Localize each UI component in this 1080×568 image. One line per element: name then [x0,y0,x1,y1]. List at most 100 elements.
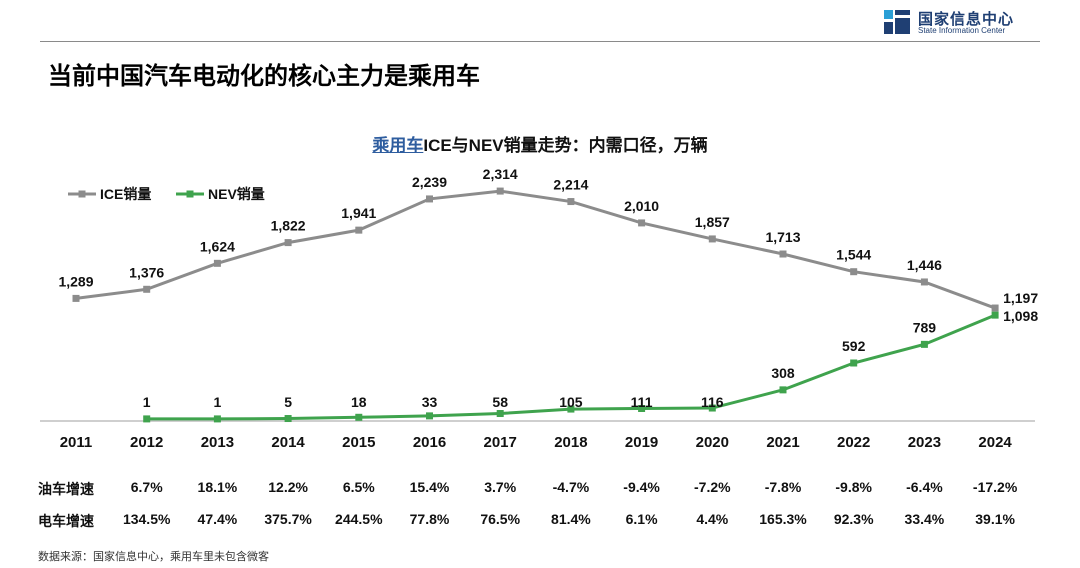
ice-data-label: 2,239 [412,174,447,190]
growth-cell: 47.4% [197,511,238,527]
ice-data-point [779,250,787,258]
ice-data-label: 1,197 [1003,290,1038,306]
page-title: 当前中国汽车电动化的核心主力是乘用车 [48,63,480,90]
x-tick-label: 2016 [413,434,446,451]
x-tick-label: 2018 [554,434,587,451]
nev-data-point [567,405,575,413]
growth-cell: -7.2% [694,479,731,495]
x-tick-label: 2011 [60,434,93,451]
ice-data-point [708,235,716,243]
growth-cell: -7.8% [764,479,802,495]
ice-data-point [920,278,928,286]
ice-data-label: 1,941 [341,205,376,221]
ice-data-label: 2,214 [553,177,588,193]
growth-cell: 134.5% [122,511,171,527]
growth-cell: 92.3% [833,511,874,527]
x-tick-label: 2017 [484,434,517,451]
chart-title: 乘用车ICE与NEV销量走势：内需口径，万辆 [0,131,1080,156]
growth-cell: 76.5% [480,511,521,527]
logo-mark-icon [884,10,910,34]
nev-data-point [920,340,928,348]
nev-data-label: 111 [631,394,653,410]
ice-data-point [850,268,858,276]
nev-data-label: 5 [284,394,292,410]
growth-cell: 6.7% [130,479,163,495]
nev-data-label: 33 [422,394,438,410]
nev-data-label: 105 [559,394,583,410]
ice-series-line [75,189,996,310]
legend-ice-label: ICE销量 [100,186,151,202]
nev-data-point [991,311,999,319]
x-tick-label: 2019 [625,434,658,451]
growth-cell: 165.3% [759,511,807,527]
legend-nev-marker [186,190,194,198]
growth-cell: 244.5% [335,511,383,527]
nev-data-point [708,404,716,412]
nev-data-label: 58 [492,394,508,410]
growth-cell: 77.8% [409,511,450,527]
x-tick-label: 2014 [271,434,305,451]
nev-data-label: 1 [214,394,222,410]
nev-data-label: 1 [143,394,151,410]
nev-data-label: 1,098 [1003,308,1038,324]
ice-data-point [991,304,999,312]
ice-data-label: 1,822 [271,218,306,234]
ice-data-point [567,198,575,206]
chart-title-rest: ICE与NEV销量走势：内需口径，万辆 [423,136,708,155]
ice-data-point [143,285,151,293]
legend-nev-label: NEV销量 [208,186,265,202]
growth-cell: 39.1% [975,511,1015,527]
growth-cell: 18.1% [197,479,238,495]
growth-cell: 12.2% [268,479,308,495]
x-tick-label: 2024 [978,434,1012,451]
ice-data-label: 1,544 [836,247,871,263]
ice-data-point [213,259,221,267]
x-tick-label: 2022 [837,434,870,451]
logo-text-cn: 国家信息中心 [918,11,1015,28]
legend-ice-marker [78,190,86,198]
growth-cell: 6.1% [625,511,658,527]
nev-data-point [496,410,504,418]
growth-cell: -6.4% [906,479,943,495]
x-tick-label: 2012 [130,434,163,451]
growth-cell: -9.4% [623,479,660,495]
nev-data-label: 789 [913,319,937,335]
ice-data-label: 2,314 [483,166,518,182]
chart-title-highlight: 乘用车 [372,136,424,155]
growth-row-label: 电车增速 [38,513,94,529]
nev-data-label: 592 [842,338,866,354]
growth-cell: 4.4% [696,511,729,527]
growth-cell: 3.7% [484,479,517,495]
nev-data-point [355,413,363,421]
data-source: 数据来源：国家信息中心，乘用车里未包含微客 [38,551,269,563]
ice-data-point [284,239,292,247]
nev-data-point [213,415,221,423]
ice-data-label: 1,376 [129,264,164,280]
ice-data-point [496,187,504,195]
growth-cell: 15.4% [409,479,450,495]
x-tick-label: 2015 [342,434,375,451]
line-chart: 2011 2012 2013 2014 2015 2016 2017 2018 2019 2020… [40,166,1038,451]
growth-cell: 375.7% [264,511,312,527]
ice-data-label: 1,289 [58,273,93,289]
nev-data-point [779,386,787,394]
nev-data-label: 116 [701,394,724,410]
nev-data-point [850,359,858,367]
header-divider [40,41,1040,42]
ice-data-point [355,226,363,234]
x-tick-label: 2020 [696,434,729,451]
logo-text-en: State Information Center [918,26,1006,35]
ice-data-label: 2,010 [624,198,659,214]
growth-cell: 81.4% [551,511,591,527]
x-tick-label: 2023 [908,434,941,451]
nev-data-point [284,415,292,423]
growth-cell: 6.5% [342,479,375,495]
nev-data-label: 18 [351,394,367,410]
nev-data-label: 308 [771,365,795,381]
ice-data-point [638,219,646,227]
x-tick-label: 2021 [766,434,799,451]
ice-data-label: 1,446 [907,257,942,273]
growth-row-label: 油车增速 [38,481,94,497]
ice-data-label: 1,624 [200,238,235,254]
nev-data-point [426,412,433,420]
